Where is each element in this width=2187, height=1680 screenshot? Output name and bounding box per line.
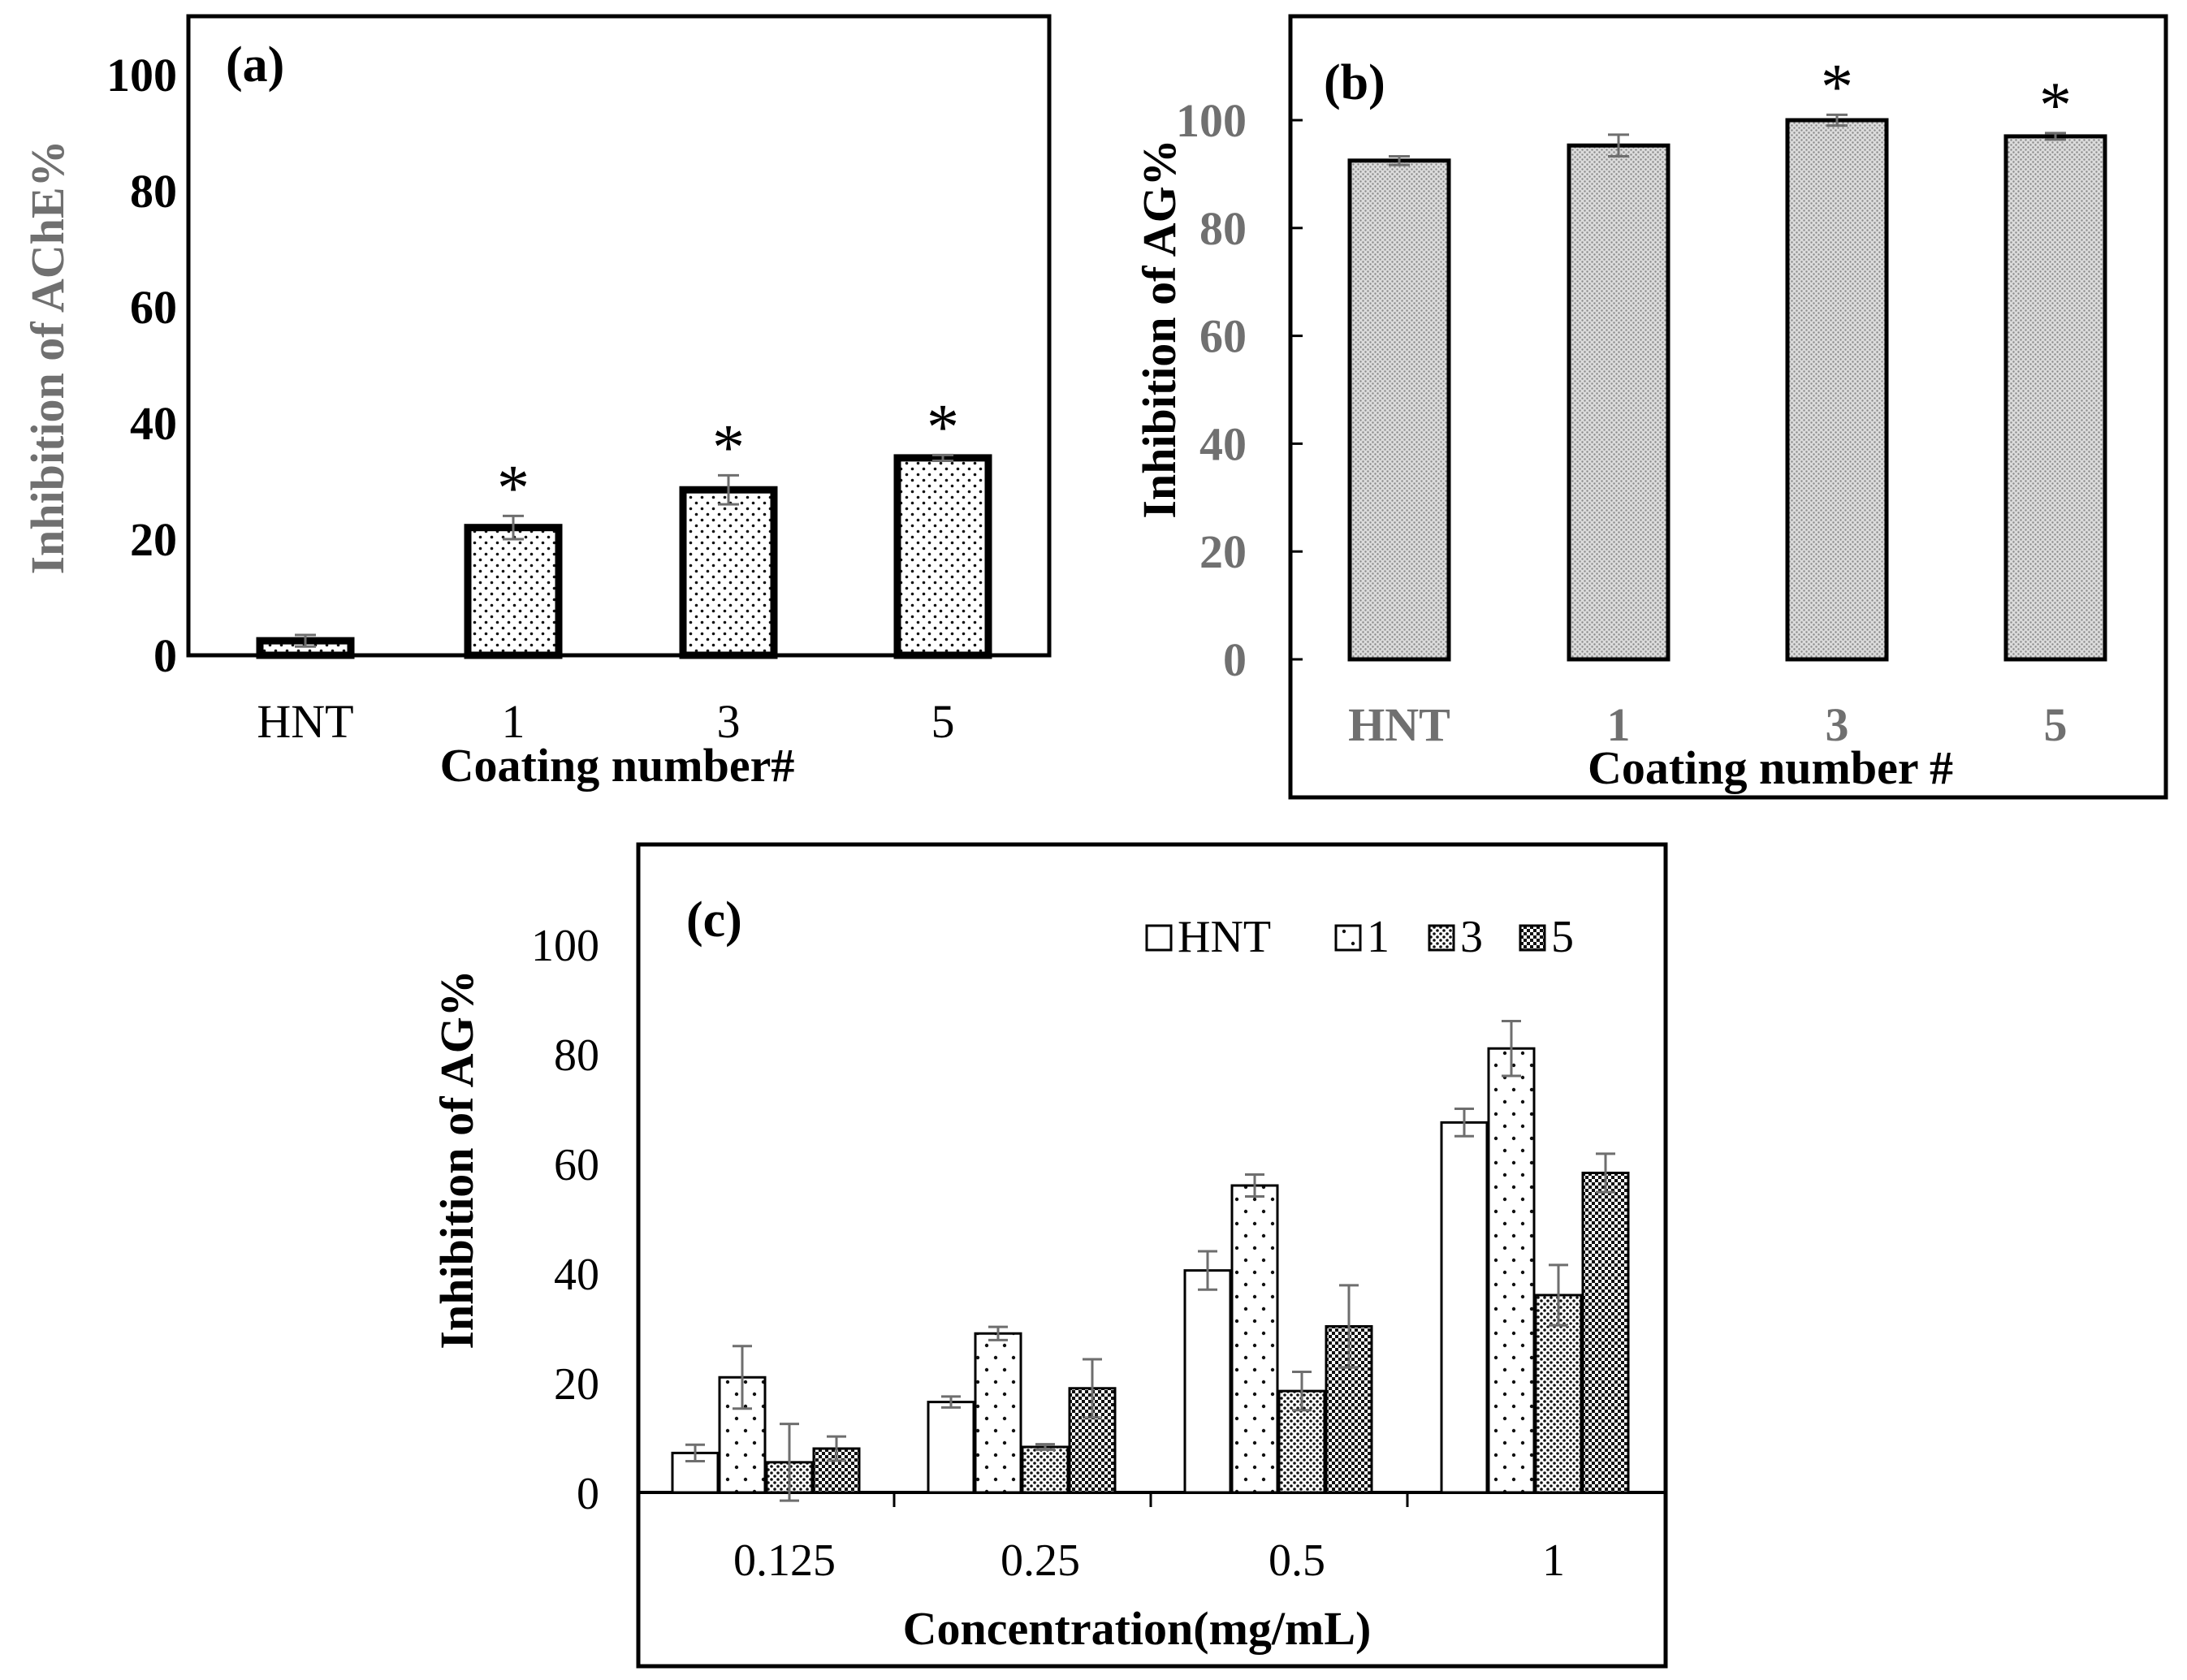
panel-a-y-tick-80: 80 [130,165,177,218]
panel-c-y-tick-40: 40 [554,1250,599,1300]
panel-c-y-tick-20: 20 [554,1359,599,1410]
panel-c-bar-1-series-3 [1534,1293,1583,1494]
panel-b-x-axis-title: Coating number # [1588,741,1953,794]
panel-a-bar-5 [893,454,992,659]
panel-c-bar-0_25-series-1 [974,1332,1022,1494]
panel-a-y-tick-20: 20 [130,513,177,566]
panel-c-x-tick-0_25: 0.25 [1001,1535,1080,1586]
panel-c-bar-0_5-series-1 [1230,1184,1279,1494]
panel-a-frame [186,14,1052,658]
panel-b-y-tick-100: 100 [1176,94,1247,147]
panel-c-y-axis-title: Inhibition of AG% [430,970,483,1349]
panel-b-x-tick-1: 1 [1607,698,1631,751]
panel-c-bar-0_25-series-HNT [927,1401,975,1494]
panel-a-achE-chart: (a) 0 20 40 60 80 100 * * * HNT 1 3 5 Coating numb… [21,14,1052,792]
panel-c-y-tick-100: 100 [531,921,599,971]
panel-c-legend-label-3: 3 [1460,912,1483,962]
panel-c-concentration-chart: (c) 0 20 40 60 80 100 0.125 0.25 0.5 1 HNT 1 3 5 Co… [430,842,1668,1669]
panel-a-label: (a) [226,37,284,93]
panel-b-x-tick-HNT: HNT [1348,698,1450,751]
panel-c-legend-swatch-1 [1334,924,1362,952]
panel-b-y-tick-20: 20 [1199,525,1247,578]
panel-c-x-axis-title: Concentration(mg/mL) [903,1602,1372,1655]
panel-c-bar-0_25-series-3 [1021,1445,1070,1494]
panel-c-legend-label-1: 1 [1367,912,1390,962]
panel-b-bar-HNT [1347,158,1451,662]
panel-b-x-tick-3: 3 [1826,698,1849,751]
panel-a-y-tick-0: 0 [153,629,177,682]
panel-c-x-tick-0_125: 0.125 [733,1535,836,1586]
panel-c-legend-swatch-HNT [1145,924,1173,952]
panel-c-legend-label-5: 5 [1551,912,1574,962]
panel-b-y-tick-80: 80 [1199,202,1247,255]
panel-a-y-axis-title: Inhibition of AChE% [21,140,74,574]
panel-c-legend-label-HNT: HNT [1178,912,1271,962]
panel-a-bar-3 [679,486,778,659]
panel-a-x-tick-3: 3 [717,695,741,748]
panel-b-bar-5 [2003,134,2107,662]
panel-b-label: (b) [1324,55,1385,110]
panel-a-significance-5: * [927,391,959,463]
panel-c-bar-0_5-series-HNT [1183,1269,1232,1494]
panel-c-y-tick-60: 60 [554,1140,599,1190]
panel-b-frame [1288,14,2168,800]
panel-c-label: (c) [686,892,742,948]
panel-b-y-tick-40: 40 [1199,417,1247,470]
panel-b-y-tick-60: 60 [1199,310,1247,363]
panel-c-frame [636,842,1668,1669]
panel-a-y-tick-40: 40 [130,397,177,450]
panel-a-y-tick-60: 60 [130,281,177,334]
panel-b-significance-5: * [2039,70,2072,141]
panel-c-x-tick-1: 1 [1542,1535,1565,1586]
panel-a-bar-1 [464,524,563,659]
panel-b-ag-chart: (b) 0 20 40 60 80 100 * * HNT 1 3 5 Coating numbe… [1133,14,2168,800]
panel-c-legend: HNT 1 3 5 [1145,912,1574,962]
panel-c-bar-1-series-1 [1487,1047,1536,1494]
panel-b-bar-3 [1785,118,1889,662]
panel-c-legend-swatch-3 [1428,924,1455,952]
panel-c-y-tick-80: 80 [554,1030,599,1081]
panel-c-x-tick-0_5: 0.5 [1269,1535,1325,1586]
panel-b-x-tick-5: 5 [2044,698,2068,751]
panel-b-y-tick-0: 0 [1223,633,1247,686]
panel-b-bar-1 [1567,143,1671,662]
panel-b-y-axis-title: Inhibition of AG% [1133,139,1186,518]
panel-c-bar-1-series-5 [1581,1171,1630,1494]
panel-a-x-tick-5: 5 [931,695,955,748]
panel-a-x-tick-1: 1 [502,695,525,748]
panel-a-x-tick-HNT: HNT [257,695,353,748]
panel-c-y-tick-0: 0 [577,1469,599,1519]
panel-c-bar-1-series-HNT [1440,1121,1489,1494]
panel-c-legend-swatch-5 [1519,924,1546,952]
panel-a-significance-1: * [497,452,529,524]
panel-a-significance-3: * [712,412,745,483]
panel-a-x-axis-title: Coating number# [440,739,795,792]
panel-b-significance-3: * [1821,51,1853,123]
panel-a-y-tick-100: 100 [106,49,177,101]
